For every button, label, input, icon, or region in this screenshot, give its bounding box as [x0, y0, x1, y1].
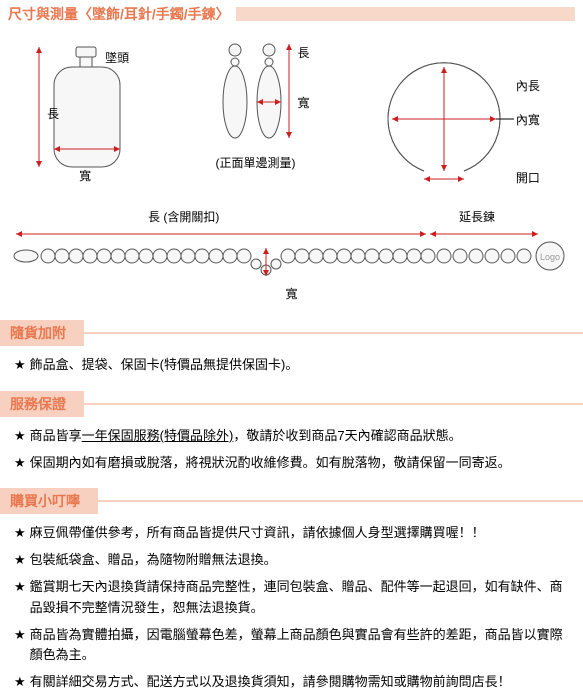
section-rule	[98, 500, 583, 502]
section-title: 購買小叮嚀	[0, 488, 98, 514]
section-bullets: ★商品皆享一年保固服務(特價品除外)，敬請於收到商品7天內確認商品狀態。★保固期…	[0, 417, 583, 481]
pendant-length-label: 長	[47, 105, 59, 122]
section-bullets: ★飾品盒、提袋、保固卡(特價品無提供保固卡)。	[0, 346, 583, 383]
section-rule	[84, 332, 583, 334]
bullet-text: 包裝紙袋盒、贈品，為隨物附贈無法退換。	[30, 550, 569, 571]
section-title: 服務保證	[0, 391, 84, 417]
bullet-item: ★飾品盒、提袋、保固卡(特價品無提供保固卡)。	[14, 352, 569, 379]
chain-svg: Logo	[8, 226, 575, 280]
bullet-text: 麻豆佩帶僅供參考，所有商品皆提供尺寸資訊，請依據個人身型選擇購買喔！！	[30, 523, 569, 544]
pendant-bail-label: 墜頭	[105, 49, 129, 66]
section-header: 服務保證	[0, 391, 583, 417]
pendant-svg	[19, 41, 169, 191]
bangle-diagram: 內長 內寬 開口	[364, 41, 564, 191]
bullet-text: 有關詳細交易方式、配送方式以及退換貨須知，請參閱購物需知或購物前詢問店長！	[30, 672, 569, 693]
earring-length-label: 長	[297, 44, 309, 61]
star-icon: ★	[14, 523, 26, 544]
star-icon: ★	[14, 577, 26, 619]
bullet-text: 商品皆為實體拍攝，因電腦螢幕色差，螢幕上商品顏色與實品會有些許的差距，商品皆以實…	[30, 625, 569, 667]
star-icon: ★	[14, 453, 26, 474]
bullet-text: 鑑賞期七天內退換貨請保持商品完整性，連同包裝盒、贈品、配件等一起退回，如有缺件、…	[30, 577, 569, 619]
chain-diagram: 長 (含開關扣) 延長鍊	[0, 208, 583, 312]
star-icon: ★	[14, 550, 26, 571]
star-icon: ★	[14, 426, 26, 447]
bullet-item: ★麻豆佩帶僅供參考，所有商品皆提供尺寸資訊，請依據個人身型選擇購買喔！！	[14, 520, 569, 547]
chain-length-label: 長 (含開關扣)	[148, 208, 219, 225]
bangle-opening-label: 開口	[516, 169, 540, 186]
header-tail	[236, 7, 575, 21]
bullet-item: ★保固期內如有磨損或脫落，將視狀況酌收維修費。如有脫落物，敬請保留一同寄返。	[14, 450, 569, 477]
bullet-item: ★商品皆享一年保固服務(特價品除外)，敬請於收到商品7天內確認商品狀態。	[14, 423, 569, 450]
earring-note: (正面單邊測量)	[215, 154, 325, 171]
earring-diagram: 長 寬 (正面單邊測量)	[191, 36, 341, 196]
bullet-item: ★有關詳細交易方式、配送方式以及退換貨須知，請參閱購物需知或購物前詢問店長！	[14, 669, 569, 696]
bullet-item: ★鑑賞期七天內退換貨請保持商品完整性，連同包裝盒、贈品、配件等一起退回，如有缺件…	[14, 574, 569, 622]
pendant-width-label: 寬	[79, 167, 91, 184]
section-rule	[84, 403, 583, 405]
diagrams-row: 墜頭 長 寬 長 寬 (正面單邊測量)	[0, 28, 583, 208]
chain-logo-text: Logo	[540, 252, 560, 262]
bangle-inner-width-label: 內寬	[516, 111, 540, 128]
bullet-text: 保固期內如有磨損或脫落，將視狀況酌收維修費。如有脫落物，敬請保留一同寄返。	[30, 453, 569, 474]
section-title: 隨貨加附	[0, 320, 84, 346]
section-bullets: ★麻豆佩帶僅供參考，所有商品皆提供尺寸資訊，請依據個人身型選擇購買喔！！★包裝紙…	[0, 514, 583, 700]
bullet-item: ★商品皆為實體拍攝，因電腦螢幕色差，螢幕上商品顏色與實品會有些許的差距，商品皆以…	[14, 622, 569, 670]
bangle-inner-length-label: 內長	[516, 77, 540, 94]
pendant-diagram: 墜頭 長 寬	[19, 41, 169, 191]
section-header: 隨貨加附	[0, 320, 583, 346]
measurement-header: 尺寸與測量〈墜飾/耳針/手鐲/手鍊〉	[0, 0, 583, 28]
star-icon: ★	[14, 625, 26, 667]
section-header: 購買小叮嚀	[0, 488, 583, 514]
measurement-title: 尺寸與測量〈墜飾/耳針/手鐲/手鍊〉	[8, 4, 230, 24]
bullet-text: 商品皆享一年保固服務(特價品除外)，敬請於收到商品7天內確認商品狀態。	[30, 426, 569, 447]
chain-ext-label: 延長鍊	[459, 208, 495, 225]
star-icon: ★	[14, 672, 26, 693]
earring-width-label: 寬	[297, 94, 309, 111]
star-icon: ★	[14, 355, 26, 376]
chain-width-label: 寬	[8, 285, 575, 302]
bullet-item: ★包裝紙袋盒、贈品，為隨物附贈無法退換。	[14, 547, 569, 574]
bullet-text: 飾品盒、提袋、保固卡(特價品無提供保固卡)。	[30, 355, 569, 376]
